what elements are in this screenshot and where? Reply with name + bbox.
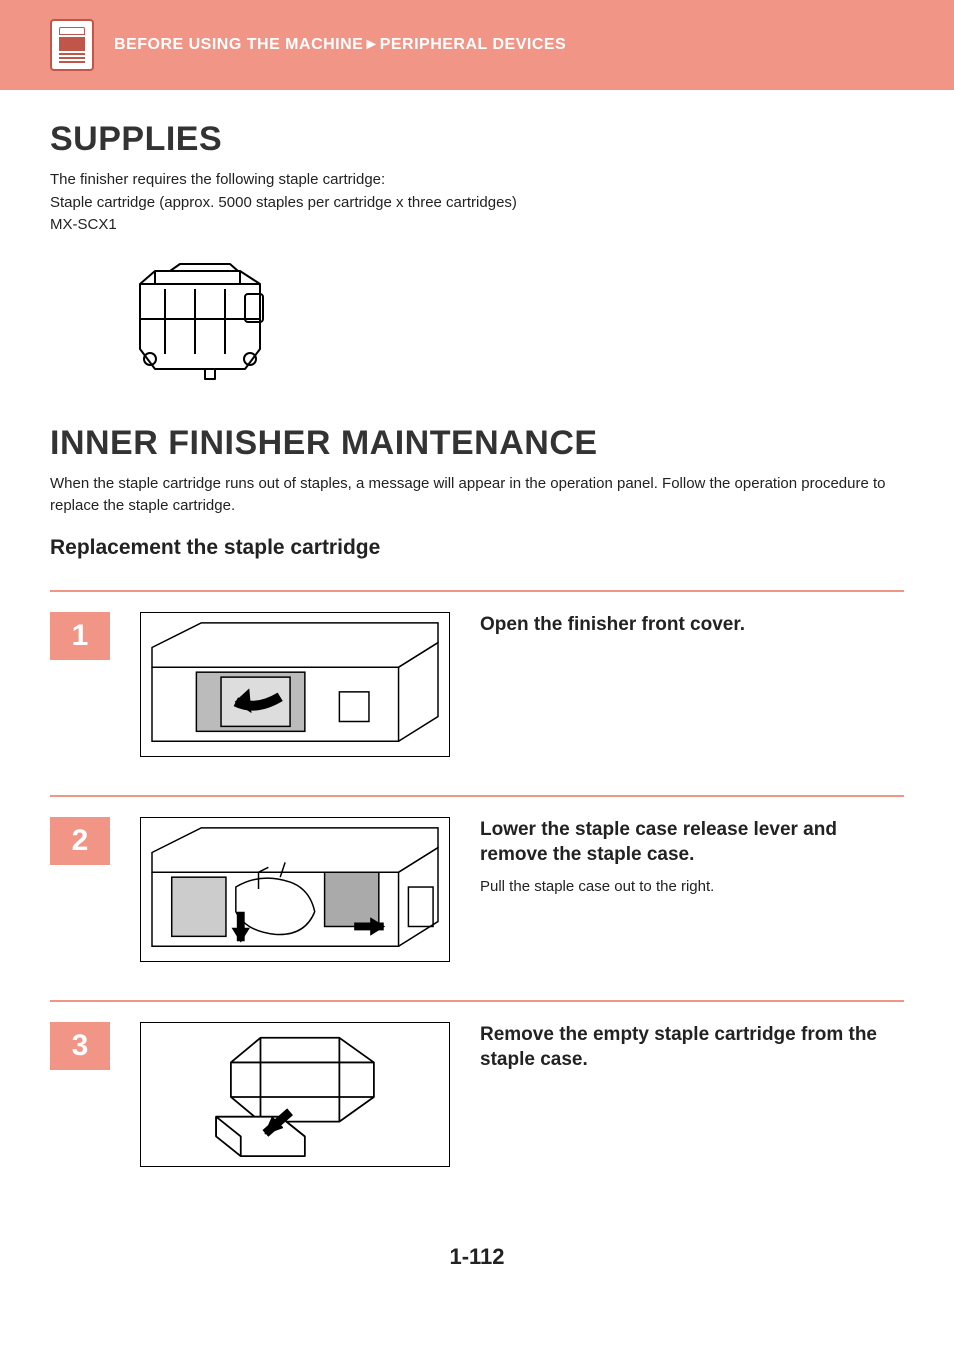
step-title: Open the finisher front cover.	[480, 612, 904, 638]
step-number-badge: 1	[50, 612, 110, 660]
supplies-title: SUPPLIES	[50, 120, 904, 159]
step-number-badge: 2	[50, 817, 110, 865]
maintenance-intro: When the staple cartridge runs out of st…	[50, 473, 904, 518]
step-number-badge: 3	[50, 1022, 110, 1070]
step-desc: Pull the staple case out to the right.	[480, 876, 904, 897]
step-row: 1 Open the finisher front cover.	[50, 592, 904, 795]
page-content: SUPPLIES The finisher requires the follo…	[0, 90, 954, 1205]
step-2-illustration	[140, 817, 450, 962]
breadcrumb-left: BEFORE USING THE MACHINE	[114, 36, 363, 53]
cartridge-illustration	[110, 259, 290, 389]
printer-icon	[50, 19, 94, 71]
maintenance-subsection: Replacement the staple cartridge	[50, 536, 904, 560]
step-1-illustration	[140, 612, 450, 757]
header-bar: BEFORE USING THE MACHINE►PERIPHERAL DEVI…	[0, 0, 954, 90]
breadcrumb-sep: ►	[363, 36, 379, 53]
step-text: Open the finisher front cover.	[480, 612, 904, 646]
breadcrumb-right: PERIPHERAL DEVICES	[380, 36, 567, 53]
step-text: Remove the empty staple cartridge from t…	[480, 1022, 904, 1081]
supplies-line3: MX-SCX1	[50, 214, 904, 237]
page-number: 1-112	[0, 1244, 954, 1270]
step-3-illustration	[140, 1022, 450, 1167]
step-row: 2 Lower th	[50, 797, 904, 1000]
step-title: Lower the staple case release lever and …	[480, 817, 904, 868]
step-title: Remove the empty staple cartridge from t…	[480, 1022, 904, 1073]
step-text: Lower the staple case release lever and …	[480, 817, 904, 897]
maintenance-title: INNER FINISHER MAINTENANCE	[50, 424, 904, 463]
step-row: 3 Remove the empty staple cartridge from…	[50, 1002, 904, 1205]
supplies-line1: The finisher requires the following stap…	[50, 169, 904, 192]
supplies-line2: Staple cartridge (approx. 5000 staples p…	[50, 192, 904, 215]
breadcrumb: BEFORE USING THE MACHINE►PERIPHERAL DEVI…	[114, 36, 566, 54]
steps-list: 1 Open the finisher front cover. 2	[50, 590, 904, 1205]
